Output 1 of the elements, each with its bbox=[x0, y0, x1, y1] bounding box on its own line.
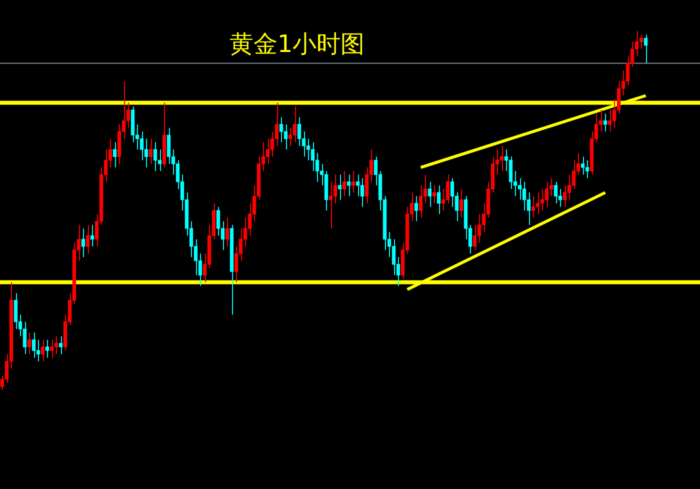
chart-title: 黄金1小时图 bbox=[228, 29, 366, 60]
